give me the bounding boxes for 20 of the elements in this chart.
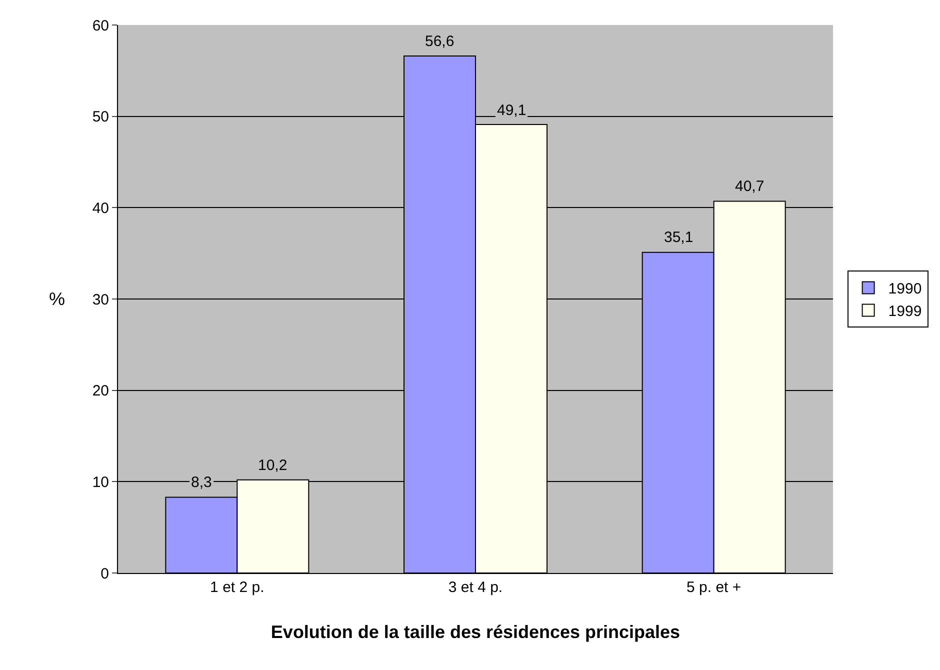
y-tick-label: 30: [92, 291, 109, 308]
legend-label: 1990: [888, 280, 922, 298]
legend-label: 1999: [888, 303, 922, 320]
y-axis-title: %: [49, 289, 66, 309]
data-label: 40,7: [735, 178, 764, 195]
y-tick-label: 0: [100, 565, 109, 582]
data-label: 8,3: [191, 474, 212, 491]
x-axis-title: Evolution de la taille des résidences principales: [270, 622, 680, 642]
y-tick-label: 20: [92, 382, 109, 400]
x-tick-label: 1 et 2 p.: [210, 579, 264, 596]
x-tick-label: 5 p. et +: [686, 579, 742, 596]
y-tick-label: 10: [92, 474, 109, 491]
y-tick-label: 40: [92, 200, 109, 217]
x-tick-label: 3 et 4 p.: [448, 579, 503, 596]
data-label: 56,6: [425, 33, 454, 50]
y-tick-label: 60: [92, 17, 109, 34]
data-label: 35,1: [664, 229, 694, 246]
y-tick-label: 50: [92, 108, 109, 126]
data-label: 10,2: [258, 457, 288, 474]
data-label: 49,1: [497, 102, 526, 119]
